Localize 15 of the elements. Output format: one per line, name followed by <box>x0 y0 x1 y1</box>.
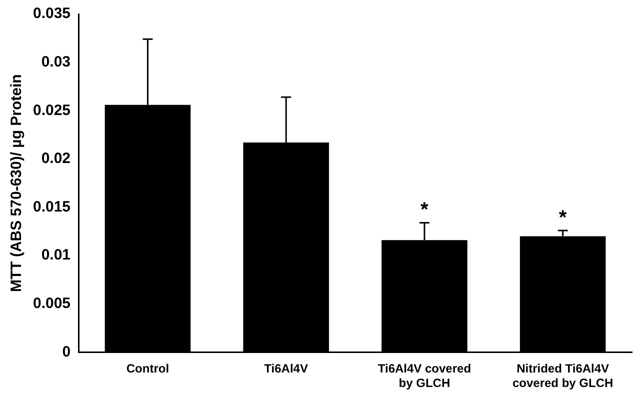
x-tick-label: Nitrided Ti6Al4V covered by GLCH <box>512 362 614 390</box>
y-tick-label: 0.02 <box>41 150 71 168</box>
annotation: * <box>558 206 567 229</box>
y-tick-label: 0.03 <box>41 53 71 70</box>
annotation: * <box>420 199 429 222</box>
y-tick-label: 0.01 <box>41 246 71 264</box>
x-tick-label: Control <box>126 362 170 376</box>
y-tick-label: 0.015 <box>32 198 71 216</box>
y-axis-title: MTT (ABS 570-630)/ µg Protein <box>8 74 26 292</box>
y-tick-label: 0.025 <box>32 102 71 119</box>
y-tick-label: 0.005 <box>32 295 71 312</box>
y-tick-label: 0 <box>62 343 71 360</box>
x-tick-label: Ti6Al4V <box>264 362 308 376</box>
x-tick-label: Ti6Al4V covered by GLCH <box>378 362 472 390</box>
y-tick-label: 0.035 <box>32 5 71 22</box>
